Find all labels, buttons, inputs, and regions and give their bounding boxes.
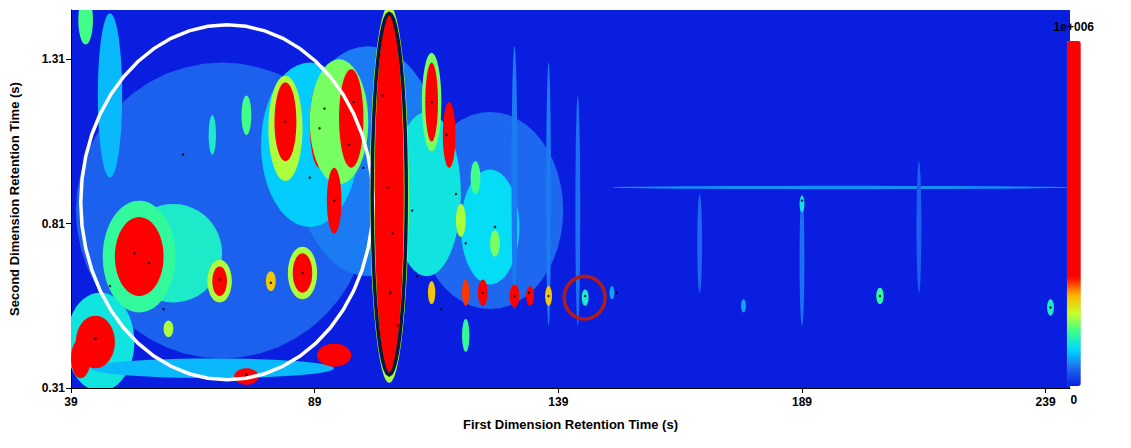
svg-text:189: 189: [792, 395, 812, 409]
svg-text:Second Dimension Retention Tim: Second Dimension Retention Time (s): [7, 82, 22, 316]
svg-text:First Dimension Retention Time: First Dimension Retention Time (s): [463, 417, 678, 432]
svg-text:39: 39: [64, 395, 78, 409]
svg-text:89: 89: [308, 395, 322, 409]
svg-text:1.31: 1.31: [42, 52, 66, 66]
svg-text:0.81: 0.81: [42, 217, 66, 231]
svg-text:139: 139: [548, 395, 568, 409]
svg-text:239: 239: [1036, 395, 1056, 409]
svg-text:0.31: 0.31: [42, 381, 66, 395]
svg-text:0: 0: [1070, 393, 1077, 407]
svg-text:1e+006: 1e+006: [1054, 20, 1095, 34]
